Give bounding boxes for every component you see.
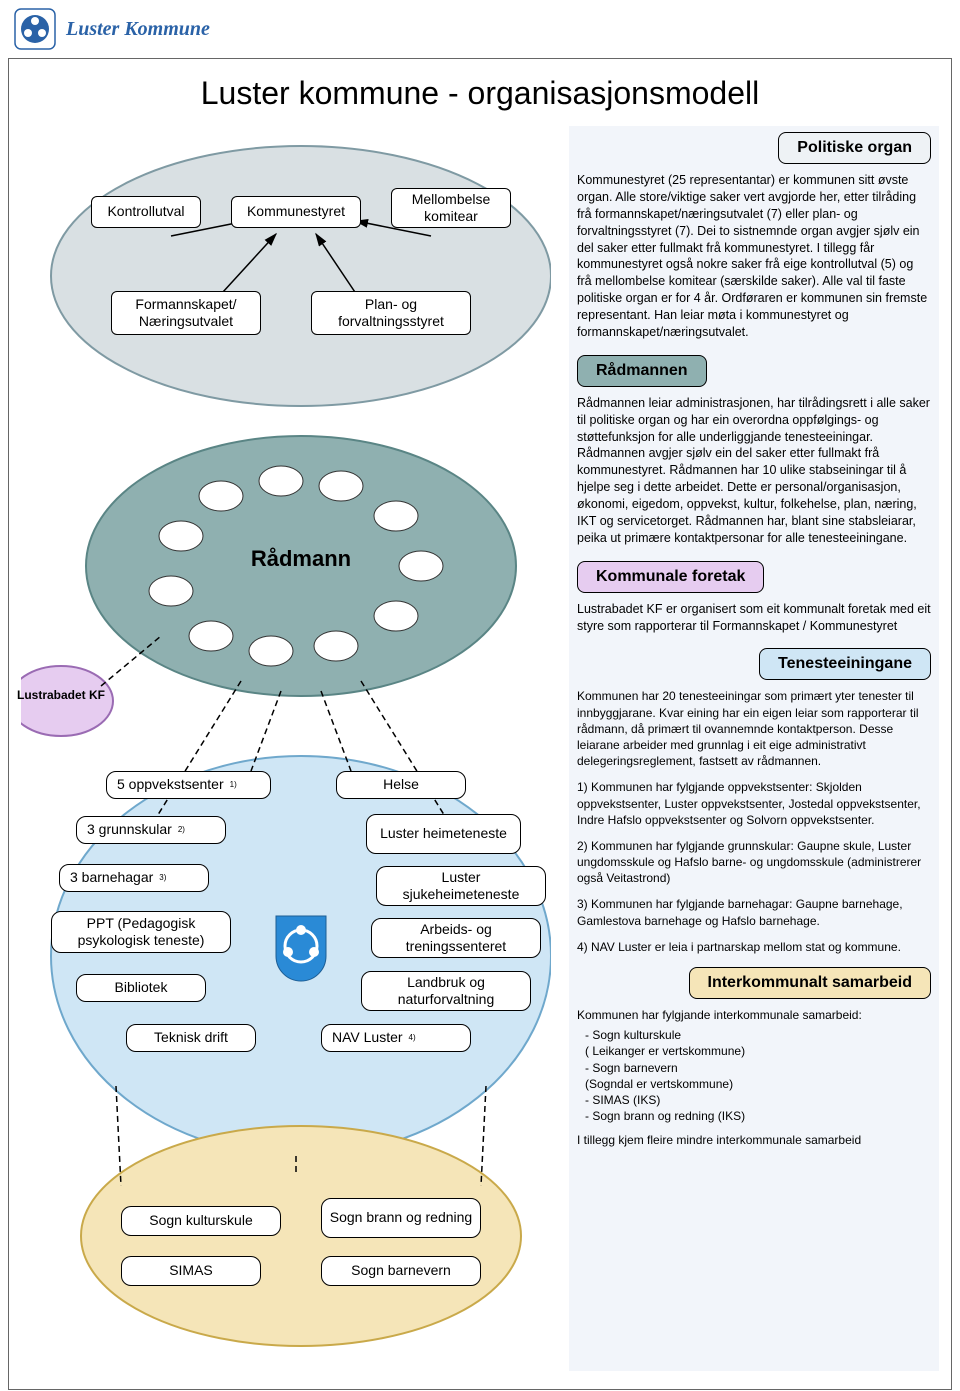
oppvekst-note: 1) — [230, 780, 237, 790]
box-kontrollutval: Kontrollutval — [91, 196, 201, 228]
tag-radmann: Rådmannen — [577, 355, 707, 387]
box-mellombelse: Mellombelse komitear — [391, 188, 511, 228]
foretak-text: Lustrabadet KF er organisert som eit kom… — [577, 601, 931, 635]
box-teknisk: Teknisk drift — [126, 1024, 256, 1052]
box-barnehagar: 3 barnehagar 3) — [59, 864, 209, 892]
teneste-p1: Kommunen har 20 tenesteeiningar som prim… — [577, 688, 931, 769]
box-kommunestyret: Kommunestyret — [231, 196, 361, 228]
radmann-text: Rådmannen leiar administrasjonen, har ti… — [577, 395, 931, 547]
box-plan: Plan- og forvaltningsstyret — [311, 291, 471, 335]
inter-item: - Sogn brann og redning (IKS) — [585, 1108, 931, 1124]
grunnskular-text: 3 grunnskular — [87, 821, 172, 839]
nav-text: NAV Luster — [332, 1029, 403, 1047]
nav-note: 4) — [409, 1033, 416, 1043]
inter-item: (Sogndal er vertskommune) — [585, 1076, 931, 1092]
barnehagar-text: 3 barnehagar — [70, 869, 153, 887]
tag-politiske: Politiske organ — [778, 132, 931, 164]
teneste-p2: 1) Kommunen har fylgjande oppvekstsenter… — [577, 779, 931, 828]
politiske-text: Kommunestyret (25 representantar) er kom… — [577, 172, 931, 341]
box-kultur: Sogn kulturskule — [121, 1206, 281, 1236]
content-frame: Luster kommune - organisasjonsmodell — [8, 58, 952, 1390]
teneste-p4: 3) Kommunen har fylgjande barnehagar: Ga… — [577, 896, 931, 928]
inter-item: - Sogn kulturskule — [585, 1027, 931, 1043]
page-header: Luster Kommune — [0, 0, 960, 58]
brand-title: Luster Kommune — [66, 18, 210, 41]
barnehagar-note: 3) — [159, 873, 166, 883]
logo-icon — [14, 8, 56, 50]
tag-foretak: Kommunale foretak — [577, 561, 764, 593]
box-simas: SIMAS — [121, 1256, 261, 1286]
page-title: Luster kommune - organisasjonsmodell — [21, 75, 939, 112]
radmann-label: Rådmann — [231, 546, 371, 572]
box-nav: NAV Luster 4) — [321, 1024, 471, 1052]
box-bibliotek: Bibliotek — [76, 974, 206, 1002]
box-grunnskular: 3 grunnskular 2) — [76, 816, 226, 844]
inter-item: - Sogn barnevern — [585, 1060, 931, 1076]
text-column: Politiske organ Kommunestyret (25 repres… — [569, 126, 939, 1371]
inter-intro: Kommunen har fylgjande interkommunale sa… — [577, 1007, 931, 1023]
inter-item: - SIMAS (IKS) — [585, 1092, 931, 1108]
inter-footer: I tillegg kjem fleire mindre interkommun… — [577, 1132, 931, 1148]
box-barnevern: Sogn barnevern — [321, 1256, 481, 1286]
box-helse: Helse — [336, 771, 466, 799]
tag-inter: Interkommunalt samarbeid — [689, 967, 932, 999]
box-ppt: PPT (Pedagogisk psykologisk teneste) — [51, 911, 231, 953]
teneste-p3: 2) Kommunen har fylgjande grunnskular: G… — [577, 838, 931, 887]
box-heime: Luster heimeteneste — [366, 814, 521, 854]
inter-list: - Sogn kulturskule ( Leikanger er vertsk… — [577, 1027, 931, 1124]
box-arbeid: Arbeids- og treningssenteret — [371, 918, 541, 958]
box-brann: Sogn brann og redning — [321, 1198, 481, 1238]
box-formannskapet: Formannskapet/ Næringsutvalet — [111, 291, 261, 335]
kf-label: Lustrabadet KF — [15, 688, 107, 702]
box-oppvekst: 5 oppvekstsenter 1) — [106, 771, 271, 799]
grunnskular-note: 2) — [178, 825, 185, 835]
inter-item: ( Leikanger er vertskommune) — [585, 1043, 931, 1059]
oppvekst-text: 5 oppvekstsenter — [117, 776, 224, 794]
box-sjuke: Luster sjukeheimeteneste — [376, 866, 546, 906]
box-landbruk: Landbruk og naturforvaltning — [361, 971, 531, 1011]
tag-teneste: Tenesteeiningane — [759, 648, 931, 680]
teneste-p5: 4) NAV Luster er leia i partnarskap mell… — [577, 939, 931, 955]
org-diagram — [21, 126, 551, 1366]
diagram-column: Kontrollutval Kommunestyret Mellombelse … — [21, 126, 551, 1371]
